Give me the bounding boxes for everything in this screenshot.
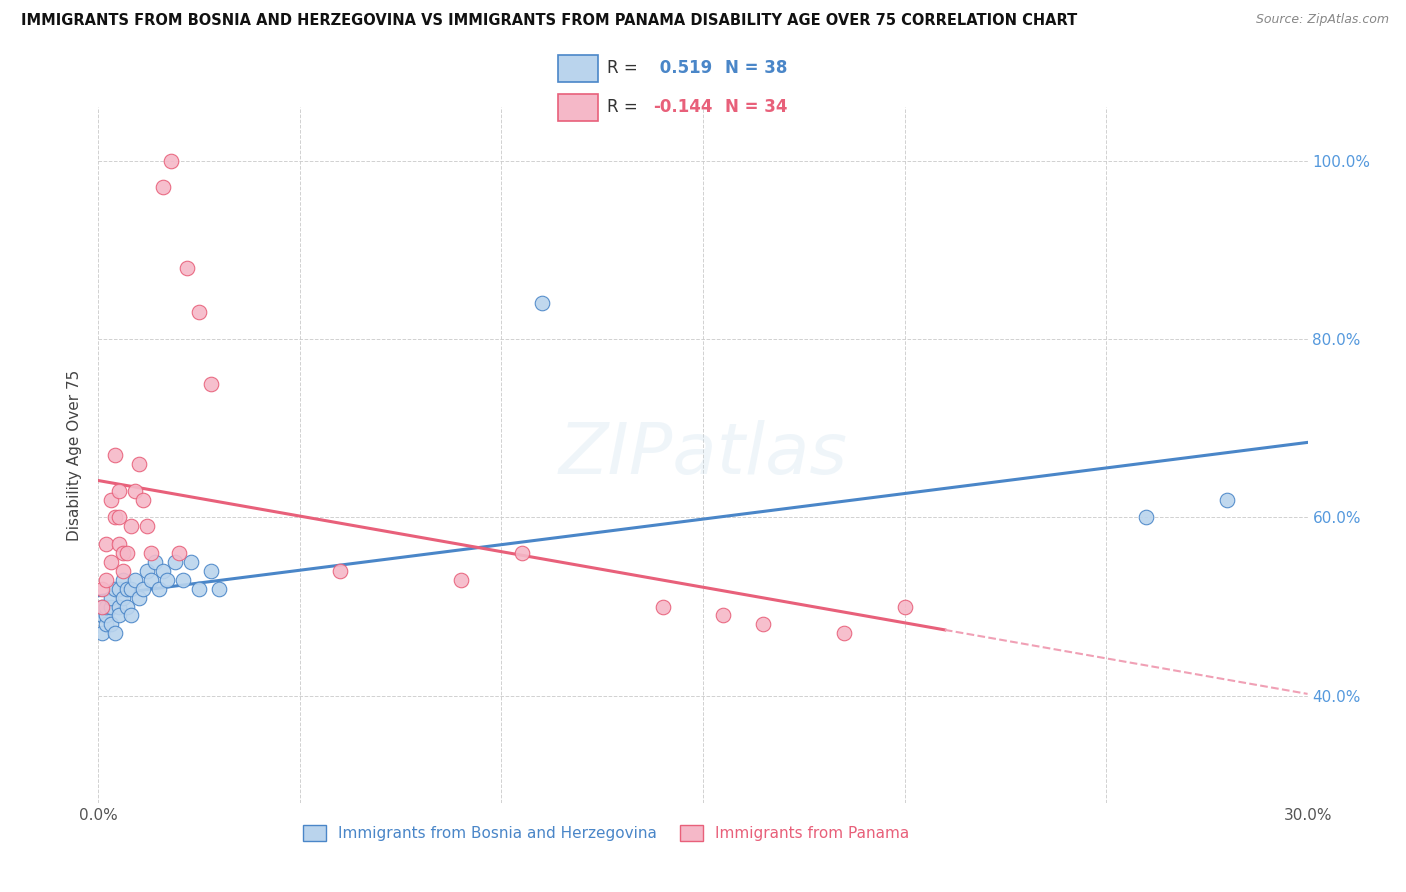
Point	[111, 546, 134, 560]
Point	[100, 617, 122, 632]
Point	[152, 180, 174, 194]
Point	[135, 564, 157, 578]
Point	[124, 483, 146, 498]
Point	[115, 546, 138, 560]
Text: -0.144: -0.144	[654, 98, 713, 116]
Point	[96, 537, 118, 551]
Point	[135, 519, 157, 533]
Point	[107, 608, 129, 623]
Point	[128, 591, 150, 605]
Point	[651, 599, 673, 614]
Point	[152, 564, 174, 578]
Point	[832, 626, 855, 640]
Point	[132, 582, 155, 596]
FancyBboxPatch shape	[558, 54, 598, 82]
Point	[510, 546, 533, 560]
Point	[96, 599, 118, 614]
Point	[1135, 510, 1157, 524]
Point	[100, 599, 122, 614]
Text: N = 38: N = 38	[724, 60, 787, 78]
Point	[91, 599, 114, 614]
Point	[148, 582, 170, 596]
Point	[100, 555, 122, 569]
Point	[200, 376, 222, 391]
Point	[107, 599, 129, 614]
Point	[107, 510, 129, 524]
Point	[111, 573, 134, 587]
Point	[893, 599, 915, 614]
Point	[100, 492, 122, 507]
Point	[530, 296, 553, 310]
Point	[329, 564, 352, 578]
Point	[160, 153, 183, 168]
Point	[91, 608, 114, 623]
Point	[163, 555, 186, 569]
Point	[200, 564, 222, 578]
Point	[107, 483, 129, 498]
Point	[1216, 492, 1239, 507]
Point	[208, 582, 231, 596]
Point	[167, 546, 190, 560]
Point	[120, 582, 142, 596]
Point	[111, 564, 134, 578]
Point	[91, 599, 114, 614]
Text: IMMIGRANTS FROM BOSNIA AND HERZEGOVINA VS IMMIGRANTS FROM PANAMA DISABILITY AGE : IMMIGRANTS FROM BOSNIA AND HERZEGOVINA V…	[21, 13, 1077, 29]
Point	[96, 617, 118, 632]
Point	[156, 573, 179, 587]
Point	[96, 608, 118, 623]
Point	[107, 537, 129, 551]
Point	[128, 457, 150, 471]
Point	[111, 591, 134, 605]
Text: 0.519: 0.519	[654, 60, 711, 78]
Point	[100, 591, 122, 605]
Legend: Immigrants from Bosnia and Herzegovina, Immigrants from Panama: Immigrants from Bosnia and Herzegovina, …	[297, 819, 915, 847]
Point	[120, 608, 142, 623]
Text: R =: R =	[607, 98, 643, 116]
Point	[132, 492, 155, 507]
Point	[139, 546, 162, 560]
Point	[450, 573, 472, 587]
Point	[91, 582, 114, 596]
Point	[103, 448, 125, 462]
Text: ZIPatlas: ZIPatlas	[558, 420, 848, 490]
Text: Source: ZipAtlas.com: Source: ZipAtlas.com	[1256, 13, 1389, 27]
Point	[752, 617, 775, 632]
Point	[103, 510, 125, 524]
Text: N = 34: N = 34	[724, 98, 787, 116]
Point	[124, 573, 146, 587]
Point	[91, 626, 114, 640]
Point	[103, 582, 125, 596]
Point	[188, 305, 211, 319]
Point	[115, 582, 138, 596]
Point	[103, 626, 125, 640]
Point	[120, 519, 142, 533]
Point	[172, 573, 194, 587]
Text: R =: R =	[607, 60, 643, 78]
Point	[176, 260, 198, 275]
Point	[139, 573, 162, 587]
Y-axis label: Disability Age Over 75: Disability Age Over 75	[67, 369, 83, 541]
Point	[107, 582, 129, 596]
Point	[711, 608, 734, 623]
FancyBboxPatch shape	[558, 94, 598, 120]
Point	[96, 573, 118, 587]
Point	[143, 555, 166, 569]
Point	[115, 599, 138, 614]
Point	[188, 582, 211, 596]
Point	[180, 555, 202, 569]
